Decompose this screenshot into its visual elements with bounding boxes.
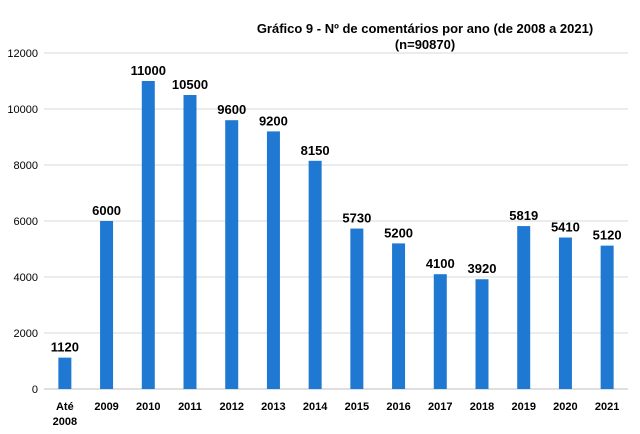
x-tick-label: 2010 [136, 401, 160, 413]
x-tick-label: 2018 [470, 401, 494, 413]
x-tick-label: 2019 [511, 401, 535, 413]
bar [141, 81, 155, 389]
y-tick-label: 2000 [14, 328, 38, 340]
bar [266, 131, 280, 389]
gridlines [44, 52, 628, 390]
data-label: 5120 [593, 228, 622, 243]
bar [517, 226, 531, 389]
bar [433, 274, 447, 389]
x-axis-ticks: Até 2008 2009 2010 2011 2012 2013 2014 2015 2016 2… [53, 401, 620, 428]
bar [58, 357, 72, 389]
x-tick-label: 2016 [386, 401, 410, 413]
y-tick-label: 4000 [14, 272, 38, 284]
bar [558, 237, 572, 389]
data-label: 4100 [426, 256, 455, 271]
data-labels: 1120 6000 11000 10500 9600 9200 8150 5730 5200 41… [51, 63, 622, 355]
x-tick-label: 2017 [428, 401, 452, 413]
data-label: 5410 [551, 220, 580, 235]
bar [225, 120, 239, 389]
bars [58, 81, 614, 389]
bar [100, 221, 114, 389]
y-tick-label: 10000 [7, 104, 38, 116]
chart-title: Gráfico 9 - Nº de comentários por ano (d… [257, 21, 593, 36]
data-label: 3920 [468, 261, 497, 276]
data-label: 5819 [509, 208, 538, 223]
data-label: 6000 [92, 203, 121, 218]
x-tick-label: 2009 [94, 401, 118, 413]
y-tick-label: 12000 [7, 48, 38, 60]
y-tick-label: 6000 [14, 216, 38, 228]
data-label: 11000 [131, 63, 166, 78]
x-tick-label: 2015 [345, 401, 369, 413]
data-label: 5200 [384, 225, 413, 240]
bar [350, 228, 364, 389]
x-tick-label: 2013 [261, 401, 285, 413]
data-label: 1120 [51, 340, 79, 355]
bar [600, 245, 614, 389]
bar [475, 279, 489, 389]
y-tick-label: 0 [32, 384, 38, 396]
x-tick-label: 2020 [553, 401, 577, 413]
chart-subtitle: (n=90870) [395, 37, 455, 52]
y-axis-ticks: 0 2000 4000 6000 8000 10000 12000 [7, 48, 38, 396]
x-tick-label: Até 2008 [53, 401, 77, 428]
x-tick-label: 2014 [303, 401, 328, 413]
data-label: 5730 [342, 211, 371, 226]
x-tick-label: 2011 [178, 401, 202, 413]
bar [183, 95, 197, 389]
x-tick-label: 2012 [219, 401, 243, 413]
bar [308, 160, 322, 389]
bar [392, 243, 406, 389]
data-label: 9200 [259, 113, 288, 128]
data-label: 9600 [217, 102, 246, 117]
data-label: 8150 [301, 143, 330, 158]
data-label: 10500 [172, 77, 208, 92]
x-tick-label: 2021 [595, 401, 619, 413]
y-tick-label: 8000 [14, 160, 38, 172]
